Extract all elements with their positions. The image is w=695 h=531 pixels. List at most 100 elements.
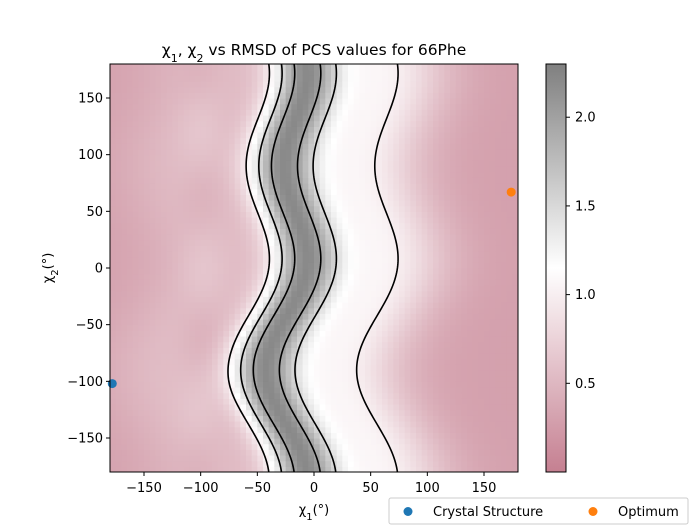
heatmap-cell [144, 183, 151, 190]
heatmap-cell [189, 234, 196, 241]
heatmap-cell [438, 455, 445, 462]
heatmap-cell [450, 256, 457, 263]
heatmap-cell [353, 296, 360, 303]
heatmap-cell [427, 115, 434, 122]
heatmap-cell [319, 86, 326, 93]
heatmap-cell [382, 353, 389, 360]
heatmap-cell [455, 347, 462, 354]
heatmap-cell [240, 319, 247, 326]
heatmap-cell [110, 375, 117, 382]
heatmap-cell [138, 222, 145, 229]
heatmap-cell [438, 358, 445, 365]
heatmap-cell [302, 120, 309, 127]
heatmap-cell [376, 358, 383, 365]
heatmap-cell [297, 81, 304, 88]
heatmap-cell [189, 341, 196, 348]
heatmap-cell [348, 358, 355, 365]
heatmap-cell [455, 222, 462, 229]
heatmap-cell [127, 188, 134, 195]
heatmap-cell [138, 137, 145, 144]
heatmap-cell [472, 64, 479, 71]
heatmap-cell [461, 353, 468, 360]
heatmap-cell [110, 92, 117, 99]
heatmap-cell [376, 228, 383, 235]
heatmap-cell [212, 120, 219, 127]
heatmap-cell [393, 347, 400, 354]
heatmap-cell [427, 75, 434, 82]
heatmap-cell [404, 120, 411, 127]
heatmap-cell [376, 285, 383, 292]
heatmap-cell [155, 455, 162, 462]
heatmap-cell [189, 375, 196, 382]
heatmap-cell [138, 319, 145, 326]
heatmap-cell [376, 392, 383, 399]
heatmap-cell [195, 154, 202, 161]
heatmap-cell [285, 171, 292, 178]
heatmap-cell [376, 421, 383, 428]
heatmap-cell [240, 183, 247, 190]
heatmap-cell [234, 336, 241, 343]
heatmap-cell [387, 268, 394, 275]
heatmap-cell [280, 103, 287, 110]
heatmap-cell [268, 319, 275, 326]
heatmap-cell [234, 268, 241, 275]
heatmap-cell [155, 273, 162, 280]
heatmap-cell [121, 194, 128, 201]
heatmap-cell [348, 228, 355, 235]
heatmap-cell [257, 69, 264, 76]
heatmap-cell [297, 443, 304, 450]
heatmap-cell [246, 188, 253, 195]
heatmap-cell [161, 404, 168, 411]
heatmap-cell [410, 449, 417, 456]
heatmap-cell [206, 421, 213, 428]
heatmap-cell [478, 296, 485, 303]
heatmap-cell [291, 285, 298, 292]
heatmap-cell [172, 319, 179, 326]
heatmap-cell [285, 217, 292, 224]
heatmap-cell [467, 234, 474, 241]
heatmap-cell [348, 285, 355, 292]
heatmap-cell [285, 375, 292, 382]
heatmap-cell [489, 432, 496, 439]
heatmap-cell [336, 194, 343, 201]
heatmap-cell [489, 228, 496, 235]
heatmap-cell [393, 370, 400, 377]
heatmap-cell [467, 86, 474, 93]
heatmap-cell [291, 330, 298, 337]
heatmap-cell [489, 285, 496, 292]
heatmap-cell [325, 347, 332, 354]
heatmap-cell [370, 205, 377, 212]
heatmap-cell [370, 166, 377, 173]
heatmap-cell [217, 137, 224, 144]
heatmap-cell [115, 358, 122, 365]
heatmap-cell [161, 149, 168, 156]
heatmap-cell [189, 409, 196, 416]
heatmap-cell [161, 426, 168, 433]
heatmap-cell [484, 183, 491, 190]
heatmap-cell [495, 120, 502, 127]
heatmap-cell [178, 296, 185, 303]
heatmap-cell [302, 449, 309, 456]
heatmap-cell [268, 183, 275, 190]
heatmap-cell [223, 200, 230, 207]
heatmap-cell [319, 387, 326, 394]
heatmap-cell [234, 222, 241, 229]
heatmap-cell [336, 347, 343, 354]
heatmap-cell [365, 98, 372, 105]
heatmap-cell [489, 460, 496, 467]
heatmap-cell [501, 347, 508, 354]
heatmap-cell [478, 336, 485, 343]
heatmap-cell [229, 313, 236, 320]
heatmap-cell [149, 455, 156, 462]
heatmap-cell [155, 234, 162, 241]
heatmap-cell [342, 126, 349, 133]
heatmap-cell [461, 381, 468, 388]
heatmap-cell [319, 103, 326, 110]
heatmap-cell [195, 109, 202, 116]
heatmap-cell [195, 273, 202, 280]
heatmap-cell [291, 296, 298, 303]
heatmap-cell [359, 166, 366, 173]
heatmap-cell [240, 426, 247, 433]
heatmap-cell [478, 387, 485, 394]
heatmap-cell [200, 455, 207, 462]
